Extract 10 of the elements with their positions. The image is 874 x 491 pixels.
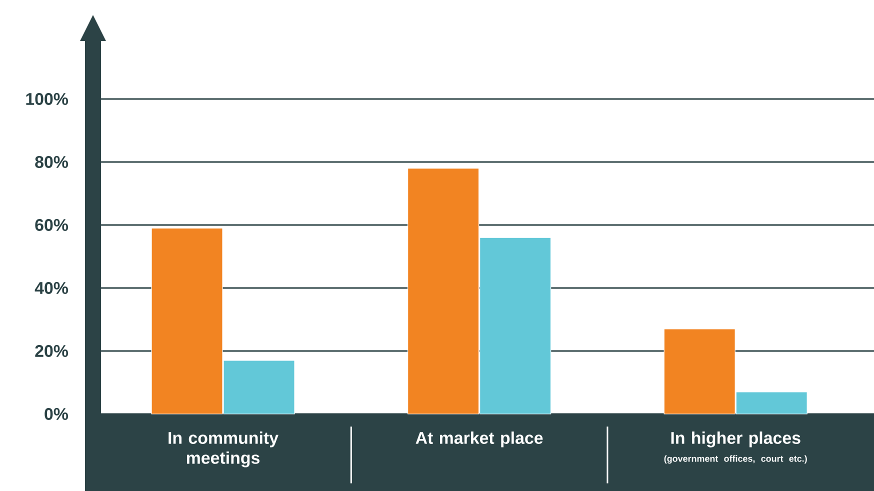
y-tick-label: 100% bbox=[26, 93, 68, 105]
y-tick-label: 40% bbox=[34, 282, 68, 294]
x-tick-label: In higher places bbox=[671, 432, 800, 448]
x-tick-label: At market place bbox=[416, 432, 543, 448]
y-tick-label: 20% bbox=[35, 345, 68, 357]
y-tick-label: 80% bbox=[35, 156, 68, 168]
y-tick-label: 0% bbox=[44, 408, 68, 420]
y-tick-label: 60% bbox=[35, 219, 68, 231]
text: (government offices, court etc.) bbox=[664, 455, 807, 464]
x-tick-label: In community meetings bbox=[168, 432, 278, 468]
